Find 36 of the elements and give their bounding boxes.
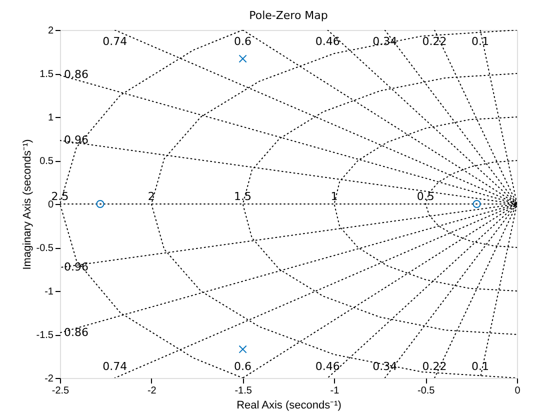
annotation: 0.1 [472, 35, 490, 48]
y-tick-label: -0.5 [36, 243, 54, 254]
x-tick-label: -1 [330, 386, 340, 396]
y-tick-label: 0 [48, 200, 54, 210]
x-tick-label: 0 [514, 386, 521, 396]
annotation: 0.6 [234, 35, 252, 48]
y-tick-label: -1 [44, 286, 54, 298]
x-tick-label: -0.5 [417, 386, 436, 396]
x-axis-title: Real Axis (seconds⁻¹) [236, 400, 342, 412]
annotation: 0.74 [102, 360, 128, 373]
annotation: 1 [330, 190, 338, 203]
annotation: 0.96 [64, 260, 88, 274]
annotation: 2 [148, 190, 155, 203]
annotation: 0.5 [416, 190, 434, 203]
y-tick-label: 2 [48, 26, 54, 36]
annotation: 0.86 [64, 68, 88, 82]
annotation: 0.6 [234, 360, 252, 373]
y-tick-label: 1 [48, 112, 54, 124]
x-tick-label: -2 [147, 386, 157, 396]
y-axis-title: Imaginary Axis (seconds⁻¹) [21, 139, 34, 270]
y-tick-label: 1.5 [40, 69, 54, 80]
annotation: 0.46 [315, 360, 340, 373]
chart-title: Pole-Zero Map [249, 9, 328, 22]
x-tick-label: -2.5 [52, 386, 70, 396]
annotation: 0.22 [422, 360, 447, 373]
y-tick-label: 0.5 [40, 156, 54, 167]
annotation: 0.1 [472, 360, 490, 373]
annotation: 0.86 [64, 326, 88, 339]
annotation: 0.74 [102, 35, 128, 48]
annotation: 0.96 [64, 133, 88, 146]
x-tick-label: -1.5 [234, 386, 252, 396]
y-tick-label: -1.5 [36, 330, 54, 341]
annotation: 1.5 [234, 190, 252, 203]
annotation: 0.46 [315, 35, 340, 48]
annotation: 0.22 [422, 35, 447, 48]
y-tick-label: -2 [44, 374, 54, 384]
